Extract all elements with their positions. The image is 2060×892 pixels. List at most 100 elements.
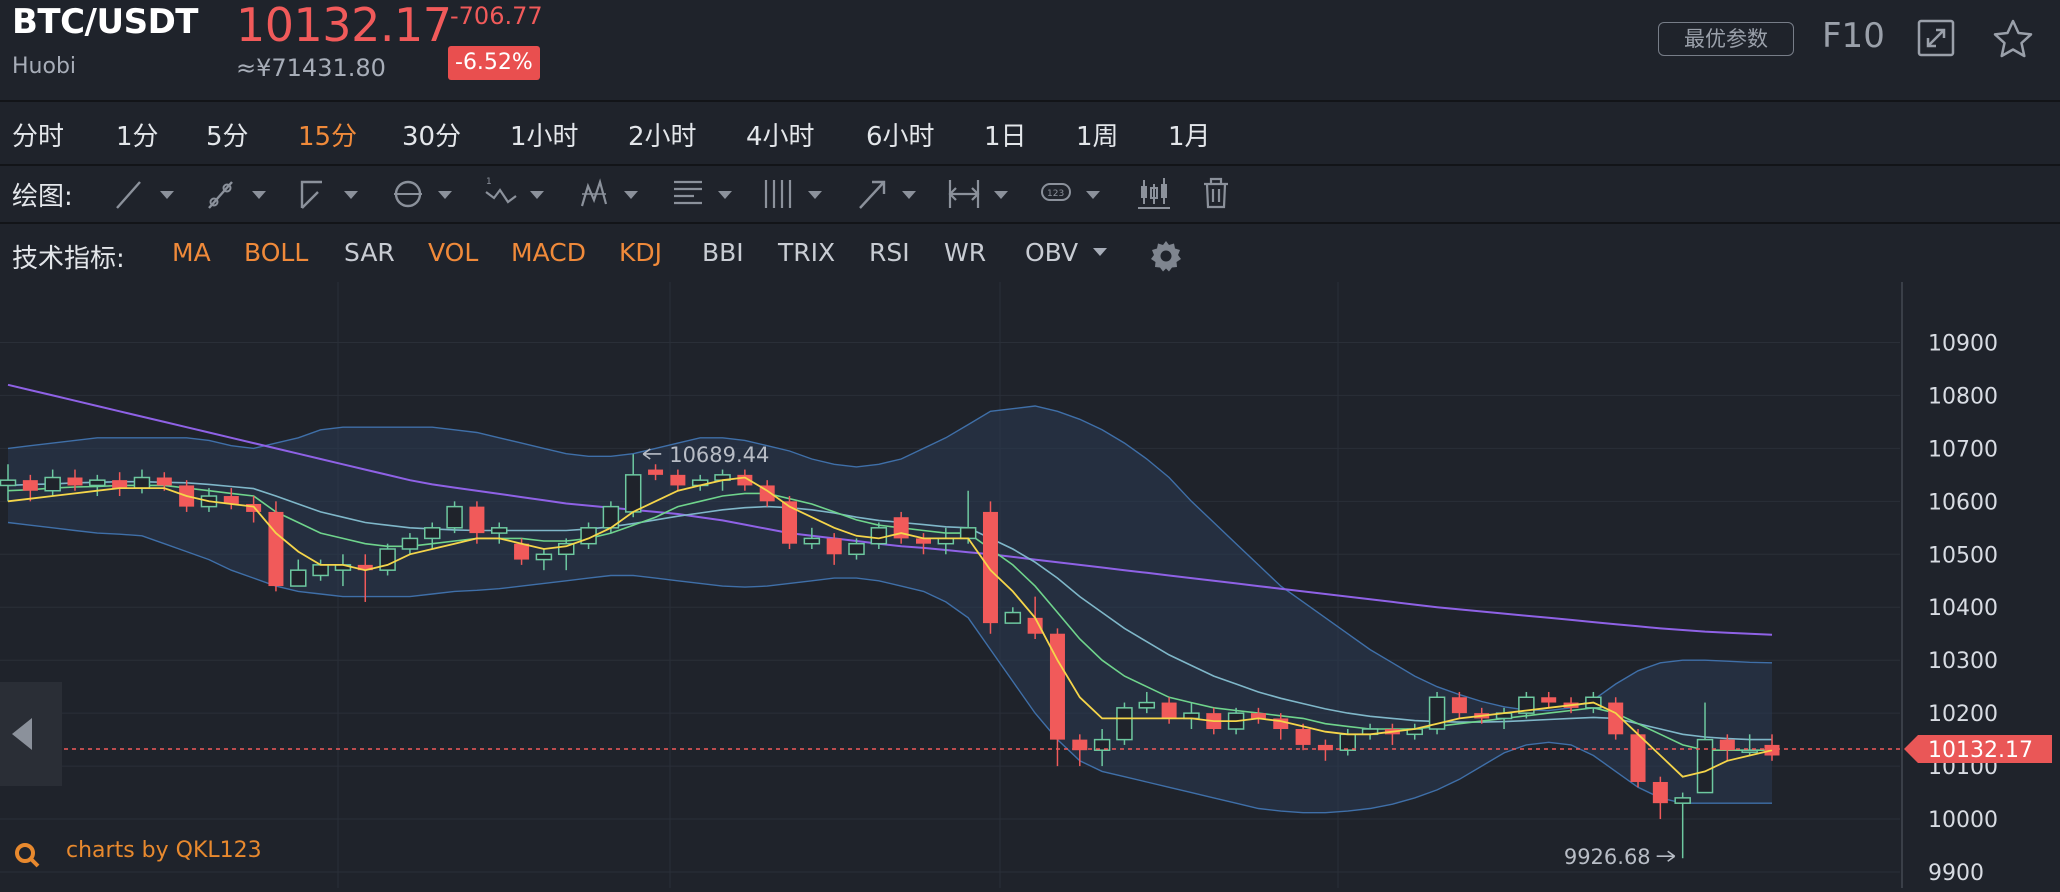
- pattern-tool-icon[interactable]: [576, 172, 646, 212]
- annotation-tool-icon[interactable]: 123: [1038, 172, 1108, 212]
- indicator-vol[interactable]: VOL: [428, 238, 479, 267]
- candle-down: [1630, 734, 1646, 782]
- timeframe-tab[interactable]: 2小时: [628, 122, 697, 152]
- candlestick-chart-area[interactable]: 9900 10000 10100 10200 10300 10400 10500 10600 1…: [0, 282, 2060, 888]
- line-tool-icon[interactable]: [112, 172, 182, 212]
- candle-down: [1161, 702, 1177, 719]
- ma-fast-line: [7, 476, 1773, 778]
- indicator-bar: 技术指标: MA BOLL SAR VOL MACD KDJ BBI TRIX …: [0, 224, 2060, 284]
- candle-down: [514, 543, 530, 560]
- indicator-bbi[interactable]: BBI: [702, 238, 744, 267]
- candle-up: [1004, 611, 1022, 624]
- indicator-ma[interactable]: MA: [172, 238, 211, 267]
- timeframe-divider: [0, 164, 2060, 166]
- indicator-trix[interactable]: TRIX: [778, 238, 836, 267]
- candle-down: [1719, 739, 1735, 751]
- y-tick-label: 10900: [1928, 331, 1998, 356]
- timeframe-tab[interactable]: 4小时: [746, 122, 815, 152]
- qkl-logo-icon: [15, 843, 40, 868]
- timeframe-tab[interactable]: 1小时: [510, 122, 579, 152]
- trash-icon[interactable]: [1196, 172, 1236, 212]
- timeframe-tab[interactable]: 30分: [402, 122, 462, 152]
- candle-up: [290, 569, 307, 587]
- candle-down: [826, 538, 842, 555]
- ma-long-line: [7, 383, 1773, 636]
- candle-down: [782, 501, 798, 544]
- candle-up: [848, 542, 865, 556]
- angle-tool-icon[interactable]: [296, 172, 366, 212]
- star-icon[interactable]: [1992, 18, 2034, 60]
- circle-tool-icon[interactable]: [390, 172, 460, 212]
- candle-down: [1027, 617, 1043, 634]
- timeframe-tab[interactable]: 5分: [206, 122, 249, 152]
- fibonacci-tool-icon[interactable]: [670, 172, 740, 212]
- y-tick-label: 10200: [1928, 702, 1998, 727]
- timeframe-tab[interactable]: 6小时: [866, 122, 935, 152]
- candle-style-icon[interactable]: [1134, 172, 1174, 212]
- low-marker-arrow: [1656, 850, 1676, 862]
- best-params-button[interactable]: 最优参数: [1658, 22, 1794, 56]
- indicator-kdj[interactable]: KDJ: [619, 238, 663, 267]
- price-cny: ≈¥71431.80: [236, 54, 386, 82]
- candle-down: [1541, 697, 1557, 703]
- candle-up: [490, 527, 508, 534]
- chevron-left-icon[interactable]: [12, 718, 32, 750]
- candle-up: [133, 476, 151, 489]
- timeframe-tab[interactable]: 1日: [984, 122, 1027, 152]
- ma-mid-line: [7, 484, 1772, 751]
- candle-up: [557, 542, 575, 556]
- measure-tool-icon[interactable]: [946, 172, 1016, 212]
- arrow-tool-icon[interactable]: [854, 172, 924, 212]
- trading-pair: BTC/USDT: [12, 2, 199, 42]
- candle-down: [670, 474, 686, 486]
- candle-down: [1250, 713, 1266, 719]
- timeframe-tab[interactable]: 分时: [12, 122, 65, 152]
- segment-tool-icon[interactable]: [204, 172, 274, 212]
- timeframe-tab[interactable]: 1分: [116, 122, 159, 152]
- expand-icon[interactable]: [1916, 18, 1956, 58]
- timeframe-bar: 分时 1分 5分 15分 30分 1小时 2小时 4小时 6小时 1日 1周 1…: [0, 104, 2060, 164]
- indicator-boll[interactable]: BOLL: [244, 238, 309, 267]
- candle-down: [112, 480, 128, 489]
- timeframe-tab-active[interactable]: 15分: [298, 122, 358, 152]
- indicator-wr[interactable]: WR: [944, 238, 987, 267]
- y-tick-label: 10700: [1928, 437, 1998, 462]
- candle-up: [312, 564, 329, 577]
- candle-up: [44, 476, 61, 492]
- y-tick-label: 10000: [1928, 808, 1998, 833]
- candle-down: [67, 477, 83, 486]
- wave-tool-icon[interactable]: 1: [482, 172, 552, 212]
- gear-icon[interactable]: [1148, 238, 1184, 274]
- chevron-down-icon[interactable]: [1092, 246, 1108, 258]
- candle-up: [89, 479, 106, 487]
- candle-up: [624, 474, 642, 513]
- candle-up: [446, 505, 463, 529]
- candle-down: [357, 564, 373, 571]
- header-divider: [0, 100, 2060, 102]
- boll-lower-line: [7, 521, 1772, 814]
- f10-button[interactable]: F10: [1822, 16, 1885, 56]
- candle-up: [803, 537, 821, 545]
- candle-down: [915, 538, 931, 544]
- indicator-rsi[interactable]: RSI: [869, 238, 910, 267]
- candle-down: [1049, 633, 1065, 740]
- high-marker-arrow: [642, 448, 662, 460]
- indicator-obv[interactable]: OBV: [1025, 238, 1079, 267]
- indicator-sar[interactable]: SAR: [344, 238, 395, 267]
- candle-up: [1138, 701, 1156, 709]
- candle-down: [1273, 718, 1289, 730]
- timeframe-tab[interactable]: 1月: [1168, 122, 1211, 152]
- candle-down: [1652, 781, 1668, 804]
- candle-down: [1072, 739, 1088, 751]
- candle-down: [223, 496, 239, 504]
- candle-down: [648, 469, 664, 475]
- candle-up: [535, 553, 553, 561]
- timeframe-tab[interactable]: 1周: [1076, 122, 1119, 152]
- candle-down: [268, 511, 284, 587]
- candle-down: [737, 474, 753, 486]
- candle-up: [959, 527, 977, 540]
- indicator-macd[interactable]: MACD: [511, 238, 586, 267]
- candlestick-chart[interactable]: 9900100001010010200103001040010500106001…: [0, 282, 2060, 888]
- gann-tool-icon[interactable]: [760, 172, 830, 212]
- candle-up: [1696, 738, 1714, 794]
